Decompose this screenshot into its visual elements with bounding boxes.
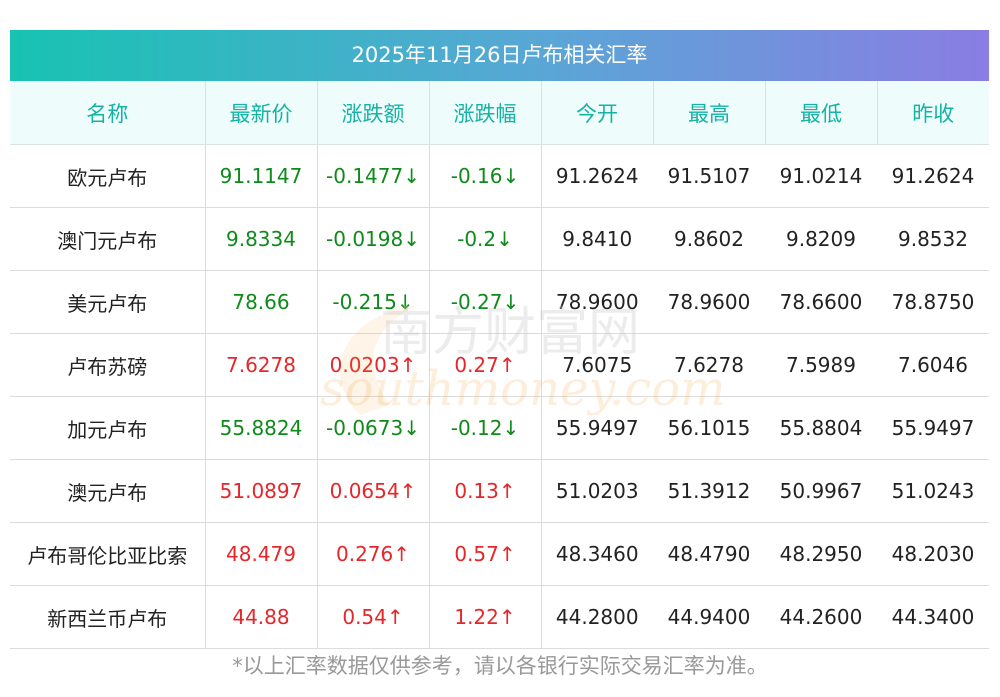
cell-name: 澳门元卢布	[10, 207, 206, 271]
cell-open: 48.3460	[541, 522, 653, 586]
cell-open: 55.9497	[541, 396, 653, 460]
cell-high: 44.9400	[653, 585, 765, 649]
table-row: 欧元卢布 91.1147 -0.1477↓ -0.16↓ 91.2624 91.5107 9…	[10, 144, 989, 208]
cell-prev: 78.8750	[877, 270, 989, 334]
cell-open: 78.9600	[541, 270, 653, 334]
cell-change: 0.276↑	[317, 522, 430, 586]
cell-high: 78.9600	[653, 270, 765, 334]
cell-high: 91.5107	[653, 144, 765, 208]
cell-change: 0.54↑	[317, 585, 430, 649]
cell-pct: -0.16↓	[429, 144, 542, 208]
cell-name: 卢布哥伦比亚比索	[10, 522, 206, 586]
cell-prev: 55.9497	[877, 396, 989, 460]
cell-open: 7.6075	[541, 333, 653, 397]
cell-low: 44.2600	[765, 585, 877, 649]
cell-prev: 48.2030	[877, 522, 989, 586]
cell-name: 加元卢布	[10, 396, 206, 460]
header-high: 最高	[653, 81, 766, 145]
cell-prev: 91.2624	[877, 144, 989, 208]
cell-open: 9.8410	[541, 207, 653, 271]
cell-latest: 48.479	[205, 522, 318, 586]
rates-table-container: 2025年11月26日卢布相关汇率 名称 最新价 涨跌额 涨跌幅 今开 最高 最…	[10, 30, 989, 649]
cell-change: -0.0198↓	[317, 207, 430, 271]
rates-table: 名称 最新价 涨跌额 涨跌幅 今开 最高 最低 昨收 欧元卢布 91.1147 -0…	[10, 81, 989, 649]
header-name: 名称	[10, 81, 206, 145]
cell-latest: 91.1147	[205, 144, 318, 208]
table-row: 澳元卢布 51.0897 0.0654↑ 0.13↑ 51.0203 51.3912 50.…	[10, 459, 989, 523]
cell-prev: 7.6046	[877, 333, 989, 397]
cell-low: 7.5989	[765, 333, 877, 397]
cell-open: 44.2800	[541, 585, 653, 649]
header-low: 最低	[765, 81, 878, 145]
cell-latest: 7.6278	[205, 333, 318, 397]
cell-prev: 51.0243	[877, 459, 989, 523]
cell-latest: 44.88	[205, 585, 318, 649]
header-open: 今开	[541, 81, 654, 145]
cell-low: 78.6600	[765, 270, 877, 334]
cell-pct: -0.27↓	[429, 270, 542, 334]
cell-latest: 78.66	[205, 270, 318, 334]
table-row: 新西兰币卢布 44.88 0.54↑ 1.22↑ 44.2800 44.9400 44.26…	[10, 585, 989, 649]
cell-low: 48.2950	[765, 522, 877, 586]
cell-pct: 0.27↑	[429, 333, 542, 397]
cell-pct: -0.12↓	[429, 396, 542, 460]
table-row: 卢布苏磅 7.6278 0.0203↑ 0.27↑ 7.6075 7.6278 7.5989…	[10, 333, 989, 397]
table-title: 2025年11月26日卢布相关汇率	[10, 30, 989, 81]
cell-latest: 51.0897	[205, 459, 318, 523]
cell-prev: 9.8532	[877, 207, 989, 271]
cell-low: 91.0214	[765, 144, 877, 208]
cell-change: 0.0654↑	[317, 459, 430, 523]
table-row: 加元卢布 55.8824 -0.0673↓ -0.12↓ 55.9497 56.1015 5…	[10, 396, 989, 460]
cell-change: 0.0203↑	[317, 333, 430, 397]
cell-high: 51.3912	[653, 459, 765, 523]
header-change: 涨跌额	[317, 81, 430, 145]
cell-low: 50.9967	[765, 459, 877, 523]
cell-low: 55.8804	[765, 396, 877, 460]
cell-change: -0.1477↓	[317, 144, 430, 208]
header-row: 名称 最新价 涨跌额 涨跌幅 今开 最高 最低 昨收	[10, 81, 989, 145]
cell-pct: 0.57↑	[429, 522, 542, 586]
cell-name: 欧元卢布	[10, 144, 206, 208]
cell-low: 9.8209	[765, 207, 877, 271]
cell-name: 新西兰币卢布	[10, 585, 206, 649]
cell-high: 56.1015	[653, 396, 765, 460]
cell-pct: 0.13↑	[429, 459, 542, 523]
cell-pct: -0.2↓	[429, 207, 542, 271]
cell-latest: 55.8824	[205, 396, 318, 460]
cell-high: 9.8602	[653, 207, 765, 271]
cell-change: -0.0673↓	[317, 396, 430, 460]
cell-prev: 44.3400	[877, 585, 989, 649]
disclaimer-note: *以上汇率数据仅供参考，请以各银行实际交易汇率为准。	[232, 654, 768, 678]
table-row: 卢布哥伦比亚比索 48.479 0.276↑ 0.57↑ 48.3460 48.4790 4…	[10, 522, 989, 586]
header-prev: 昨收	[877, 81, 989, 145]
cell-high: 48.4790	[653, 522, 765, 586]
cell-name: 美元卢布	[10, 270, 206, 334]
cell-open: 91.2624	[541, 144, 653, 208]
cell-pct: 1.22↑	[429, 585, 542, 649]
header-latest: 最新价	[205, 81, 318, 145]
cell-name: 澳元卢布	[10, 459, 206, 523]
table-row: 美元卢布 78.66 -0.215↓ -0.27↓ 78.9600 78.9600 78.6…	[10, 270, 989, 334]
cell-high: 7.6278	[653, 333, 765, 397]
cell-change: -0.215↓	[317, 270, 430, 334]
cell-open: 51.0203	[541, 459, 653, 523]
table-row: 澳门元卢布 9.8334 -0.0198↓ -0.2↓ 9.8410 9.8602 9.82…	[10, 207, 989, 271]
cell-name: 卢布苏磅	[10, 333, 206, 397]
header-pct: 涨跌幅	[429, 81, 542, 145]
cell-latest: 9.8334	[205, 207, 318, 271]
